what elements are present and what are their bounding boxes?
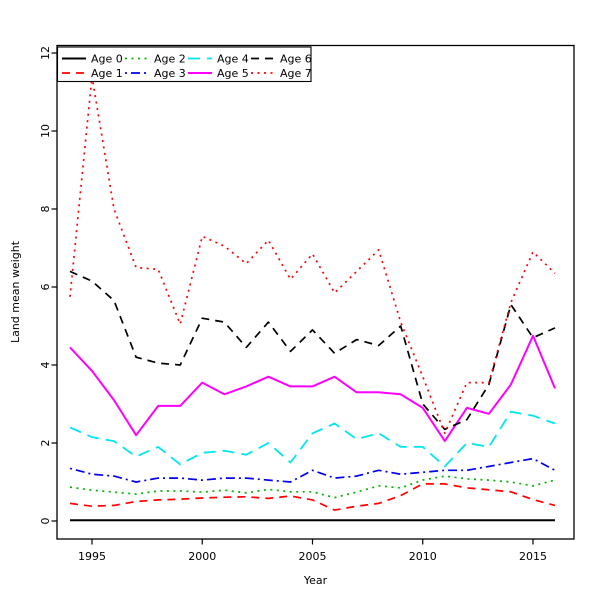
y-tick-label: 8	[39, 206, 52, 213]
series-line-age-4	[69, 410, 556, 468]
x-axis-title: Year	[303, 574, 328, 587]
y-tick-label: 0	[39, 518, 52, 525]
y-axis-title: Land mean weight	[9, 240, 22, 343]
y-tick-label: 12	[39, 46, 52, 60]
y-tick-label: 2	[39, 440, 52, 447]
legend-label-age-4: Age 4	[217, 53, 249, 66]
x-axis-ticks: 1995 2000 2005 2010 2015	[78, 539, 547, 563]
legend-label-age-0: Age 0	[91, 53, 123, 66]
y-tick-label: 6	[39, 284, 52, 291]
legend-item-age-6: Age 6	[251, 53, 312, 66]
x-tick-label: 2000	[188, 550, 216, 563]
y-axis-ticks: 0 2 4 6 8 10 12	[39, 46, 57, 525]
legend-label-age-5: Age 5	[217, 67, 249, 80]
legend-label-age-6: Age 6	[280, 53, 312, 66]
series-line-age-7	[69, 75, 556, 435]
legend-frame	[56, 46, 312, 83]
legend-item-age-7: Age 7	[251, 67, 312, 80]
legend-item-age-5: Age 5	[188, 67, 249, 80]
legend-item-age-4: Age 4	[188, 53, 249, 66]
x-tick-label: 2015	[519, 550, 547, 563]
series-line-age-6	[69, 270, 556, 431]
x-tick-label: 1995	[78, 550, 106, 563]
series-line-age-3	[69, 457, 556, 483]
legend-item-age-2: Age 2	[125, 53, 186, 66]
y-tick-label: 4	[39, 362, 52, 369]
legend-item-age-0: Age 0	[62, 53, 123, 66]
legend-label-age-3: Age 3	[154, 67, 186, 80]
series-line-age-1	[69, 483, 556, 511]
series-line-age-5	[69, 334, 556, 443]
legend-label-age-1: Age 1	[91, 67, 123, 80]
legend-item-age-1: Age 1	[62, 67, 123, 80]
legend-label-age-7: Age 7	[280, 67, 312, 80]
series-lines	[69, 75, 556, 522]
y-tick-label: 10	[39, 124, 52, 138]
legend-label-age-2: Age 2	[154, 53, 186, 66]
legend-item-age-3: Age 3	[125, 67, 186, 80]
plot-frame	[56, 44, 575, 540]
series-line-age-2	[69, 475, 556, 499]
x-tick-label: 2010	[409, 550, 437, 563]
x-tick-label: 2005	[299, 550, 327, 563]
